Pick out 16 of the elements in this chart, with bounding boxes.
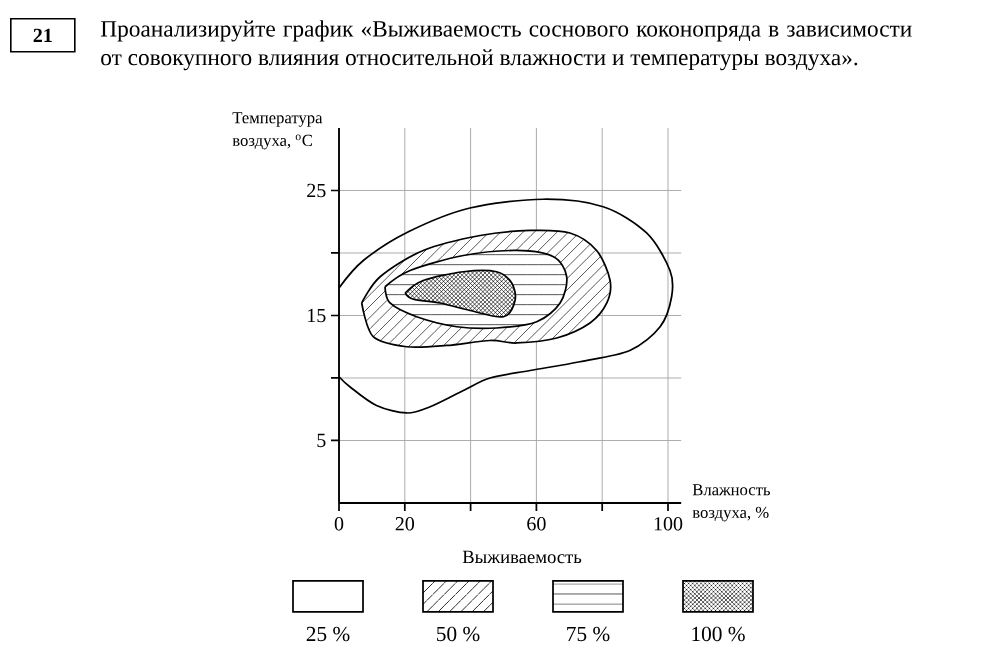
y-tick-label: 15 xyxy=(308,308,326,323)
y-tick-label: 5 xyxy=(317,433,326,448)
legend-label: 25 % xyxy=(306,626,350,642)
legend-label: 50 % xyxy=(437,626,480,642)
legend-label: 75 % xyxy=(567,626,610,642)
x-tick-label: 20 xyxy=(395,517,415,531)
y-axis-title: Температура воздуха, $^{o}$C xyxy=(232,112,323,150)
chart-title: Проанализируйте график «Выживаемость соснового коконопряда в зависимости от совокупного влияния относительной влажности и температуры воздуха». xyxy=(100,20,912,71)
legend-label: 100 % xyxy=(692,626,745,642)
text: 21 xyxy=(33,28,52,42)
x-axis-title: Влажность воздуха, % xyxy=(692,484,771,522)
x-tick-label: 0 xyxy=(334,517,344,531)
x-tick-label: 60 xyxy=(527,517,546,531)
legend-title: Выживаемость xyxy=(462,550,582,564)
y-tick-label: 25 xyxy=(307,183,326,198)
x-tick-label: 100 xyxy=(654,517,683,531)
